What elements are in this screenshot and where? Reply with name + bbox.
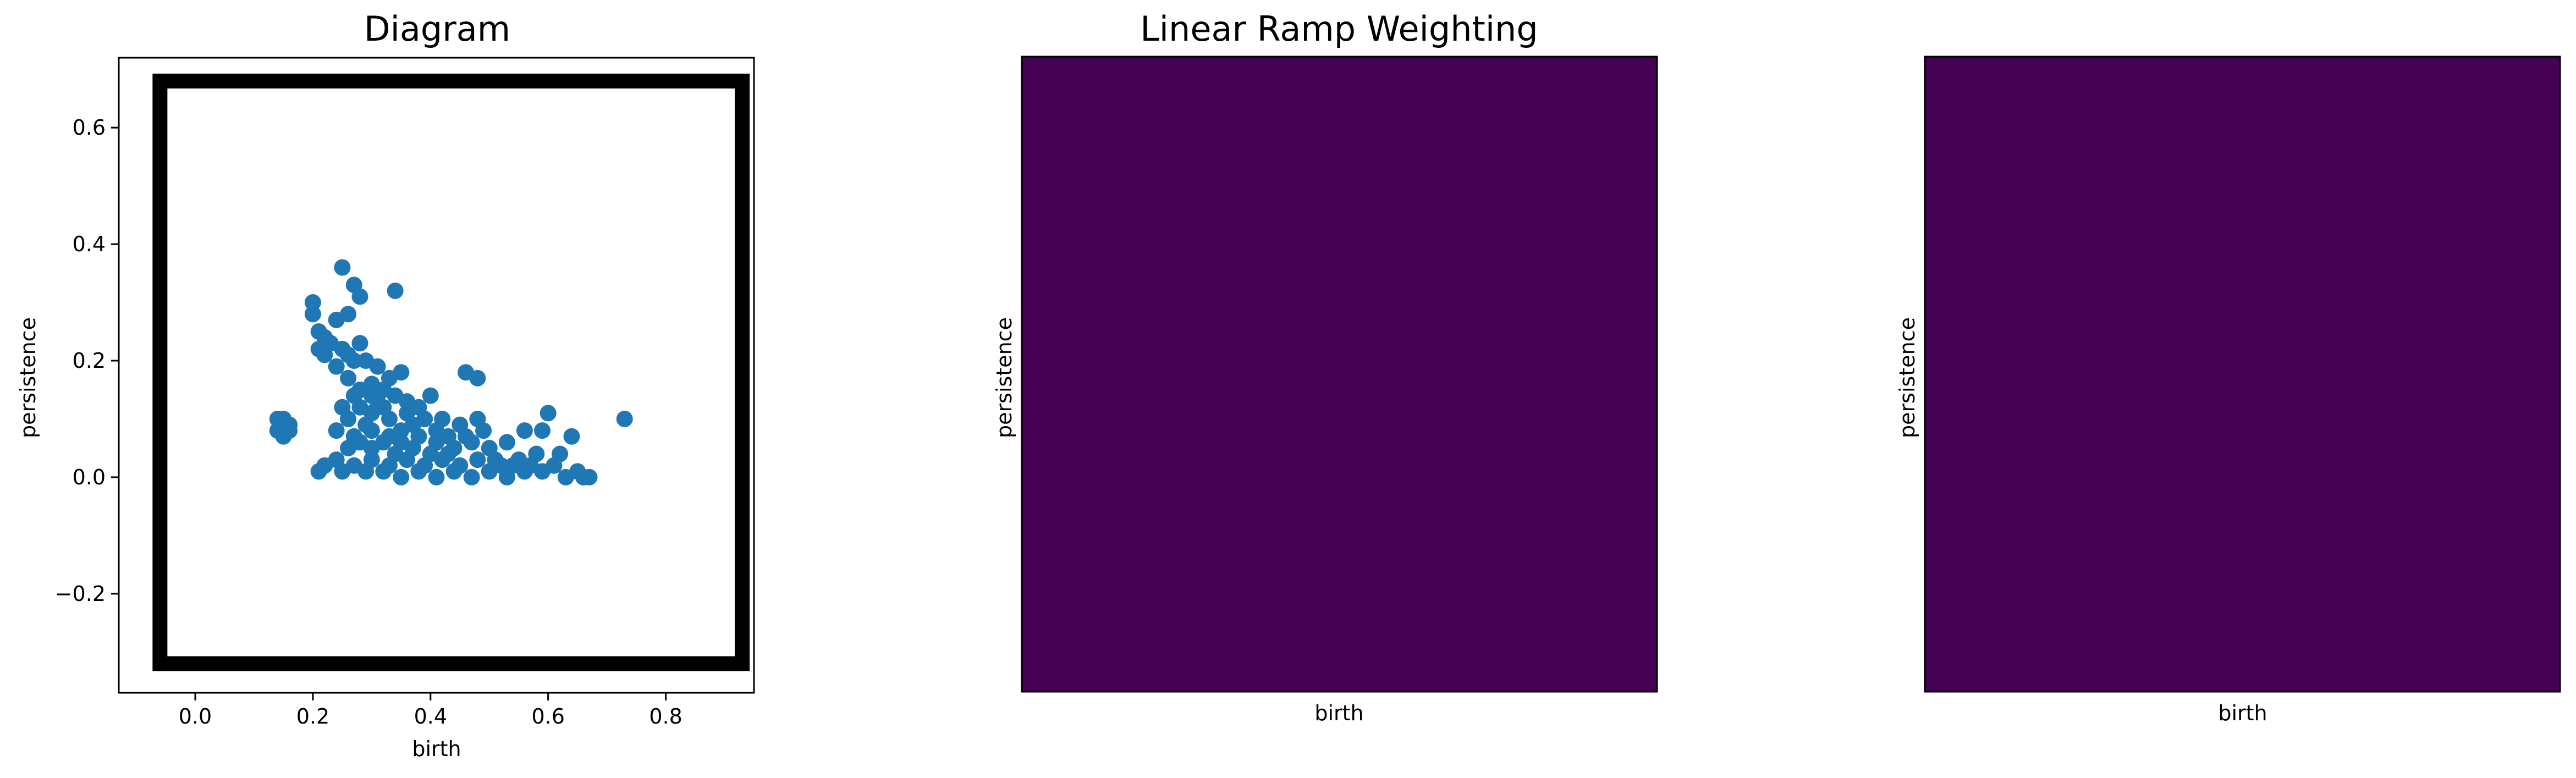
y-tick-label: −0.2 [55,582,106,606]
scatter-point [375,399,392,416]
scatter-point [328,311,345,328]
diagram-bounding-box [152,73,750,671]
scatter-point [393,364,410,381]
scatter-point [463,468,480,485]
scatter-point [504,457,521,474]
x-tick-label: 0.8 [649,704,682,729]
scatter-point [375,434,392,451]
scatter-point [563,428,580,445]
scatter-point [428,468,445,485]
scatter-point [334,259,351,276]
heatmap-2-x-label: birth [2218,701,2267,725]
scatter-point [410,463,427,480]
heatmap-2-y-label: persistence [1895,317,1919,438]
heatmap-1-image [1021,56,1658,693]
x-tick-label: 0.0 [179,704,212,729]
scatter-axes-frame [118,57,755,694]
scatter-point [422,387,439,404]
scatter-point [316,346,333,363]
heatmap-panel-2: birth persistence [1895,56,2561,725]
scatter-point [540,405,557,422]
scatter-point [616,410,633,427]
scatter-point [328,422,345,439]
scatter-point [304,294,321,311]
y-tick-label: 0.6 [73,115,106,140]
scatter-y-label: persistence [16,317,40,438]
scatter-point [522,457,539,474]
scatter-point [310,463,327,480]
heatmap-panel-1: Linear Ramp Weighting birth persistence [992,9,1658,725]
heatmap-1-title: Linear Ramp Weighting [1140,9,1538,49]
scatter-point [340,369,357,387]
scatter-point [469,451,486,468]
heatmap-1-x-label: birth [1314,701,1363,725]
scatter-x-label: birth [412,737,461,761]
scatter-point [439,445,456,462]
scatter-point [399,393,416,410]
scatter-point [475,422,492,439]
x-tick-label: 0.2 [296,704,329,729]
heatmap-2-image [1924,56,2561,693]
scatter-point [534,422,551,439]
scatter-point [457,428,474,445]
scatter-point [328,358,345,375]
scatter-point [275,428,292,445]
scatter-point [469,369,486,387]
scatter-point [345,352,362,369]
scatter-point [387,282,404,299]
scatter-point [393,422,410,439]
scatter-point [304,306,321,323]
scatter-point [581,468,598,485]
scatter-point [445,463,463,480]
scatter-points [269,259,633,485]
scatter-point [557,468,574,485]
scatter-point [439,428,456,445]
scatter-point [369,358,386,375]
scatter-point [498,434,515,451]
scatter-point [404,439,421,456]
scatter-point [393,468,410,485]
scatter-point [487,451,504,468]
scatter-point [345,387,362,404]
scatter-point [334,399,351,416]
scatter-y-ticks: −0.2 0.0 0.2 0.4 0.6 [55,115,119,606]
y-tick-label: 0.4 [73,232,106,256]
scatter-x-ticks: 0.0 0.2 0.4 0.6 0.8 [179,693,682,729]
scatter-point [363,387,380,404]
scatter-point [375,463,392,480]
scatter-point [334,463,351,480]
x-tick-label: 0.4 [414,704,447,729]
y-tick-label: 0.0 [73,465,106,489]
scatter-point [351,335,368,352]
scatter-panel: Diagram 0.0 0.2 0.4 0.6 0.8 −0.2 0.0 0.2 0.4 0.6… [16,9,755,761]
y-tick-label: 0.2 [73,349,106,373]
heatmap-1-y-label: persistence [992,317,1016,438]
scatter-title: Diagram [364,9,510,49]
scatter-point [546,457,563,474]
scatter-point [422,445,439,462]
scatter-point [357,416,375,433]
scatter-point [387,445,404,462]
x-tick-label: 0.6 [531,704,564,729]
scatter-point [516,422,533,439]
scatter-point [340,439,357,456]
scatter-point [357,463,375,480]
scatter-point [351,288,368,305]
